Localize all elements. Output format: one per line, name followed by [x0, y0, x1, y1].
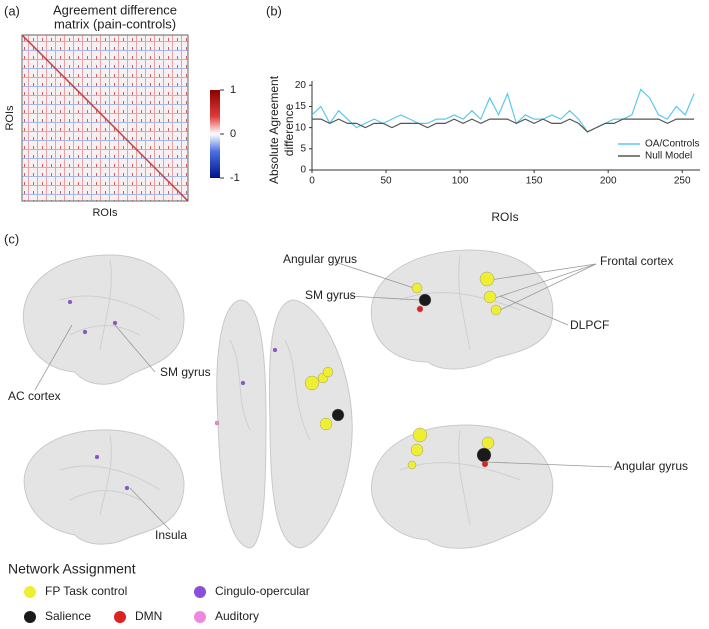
x-tick-label: 50 — [380, 176, 392, 187]
legend-swatch — [194, 586, 206, 598]
panel-label: (a) — [4, 3, 20, 18]
brain-node — [240, 380, 246, 386]
brain-node — [272, 347, 278, 353]
legend-label: Salience — [45, 609, 91, 623]
legend-swatch — [24, 586, 36, 598]
legend-label: DMN — [135, 609, 162, 623]
annotation: Insula — [155, 528, 187, 542]
brain-node — [490, 304, 502, 316]
brain-node — [476, 447, 492, 463]
x-label: ROIs — [491, 210, 518, 224]
brain-node — [304, 375, 320, 391]
annotation: Angular gyrus — [614, 459, 688, 473]
annotation: AC cortex — [8, 389, 61, 403]
series-line — [312, 118, 695, 133]
annotation: SM gyrus — [160, 365, 211, 379]
annotation: Frontal cortex — [600, 254, 673, 268]
panel-label: (c) — [4, 231, 19, 246]
y-label: Absolute Agreement — [267, 75, 281, 184]
colorbar-tick-label: -1 — [230, 172, 240, 184]
brain-node — [418, 293, 432, 307]
x-tick-label: 250 — [674, 176, 691, 187]
brain-node — [214, 420, 220, 426]
colorbar-tick-label: 1 — [230, 84, 236, 96]
title: matrix (pain-controls) — [54, 16, 176, 31]
y-tick-label: 0 — [300, 165, 306, 176]
brain-node — [483, 290, 497, 304]
brain-node — [479, 271, 495, 287]
brain-node — [412, 427, 428, 443]
legend-swatch — [194, 611, 206, 623]
legend-title: Network Assignment — [8, 561, 136, 577]
legend-label: Auditory — [215, 609, 259, 623]
y-tick-label: 20 — [295, 80, 307, 91]
annotation: SM gyrus — [305, 288, 356, 302]
panel-label: (b) — [266, 3, 282, 18]
x-tick-label: 200 — [600, 176, 617, 187]
brain-node — [322, 366, 334, 378]
legend-swatch — [24, 611, 36, 623]
leader-lines — [34, 261, 613, 531]
brain-node — [411, 282, 423, 294]
legend-swatch — [114, 611, 126, 623]
colorbar — [210, 90, 220, 178]
x-label: ROIs — [92, 207, 118, 219]
brain-node — [124, 485, 130, 491]
brain-node — [331, 408, 345, 422]
annotation: DLPCF — [570, 318, 609, 332]
title: Agreement difference — [53, 2, 177, 17]
legend-label: Cingulo-opercular — [215, 584, 310, 598]
brain-node — [416, 305, 424, 313]
legend-label: Null Model — [645, 151, 692, 162]
colorbar-tick-label: 0 — [230, 128, 236, 140]
brain-node — [94, 454, 100, 460]
brain-node — [319, 417, 333, 431]
y-tick-label: 15 — [295, 101, 307, 112]
series-line — [311, 88, 695, 133]
brain-node — [410, 443, 424, 457]
y-label: difference — [282, 103, 296, 156]
brain-node — [82, 329, 88, 335]
brain-node — [481, 460, 489, 468]
x-tick-label: 0 — [309, 176, 315, 187]
legend-label: FP Task control — [45, 584, 127, 598]
brain-node — [67, 299, 73, 305]
y-label: ROIs — [4, 105, 16, 131]
annotation: Angular gyrus — [283, 252, 357, 266]
brain-node — [481, 436, 495, 450]
y-tick-label: 10 — [295, 122, 307, 133]
x-tick-label: 100 — [452, 176, 469, 187]
brain-node — [112, 320, 118, 326]
x-tick-label: 150 — [526, 176, 543, 187]
legend-label: OA/Controls — [645, 139, 699, 150]
brain-node — [407, 460, 417, 470]
brain-views — [22, 249, 554, 549]
y-tick-label: 5 — [300, 143, 306, 154]
